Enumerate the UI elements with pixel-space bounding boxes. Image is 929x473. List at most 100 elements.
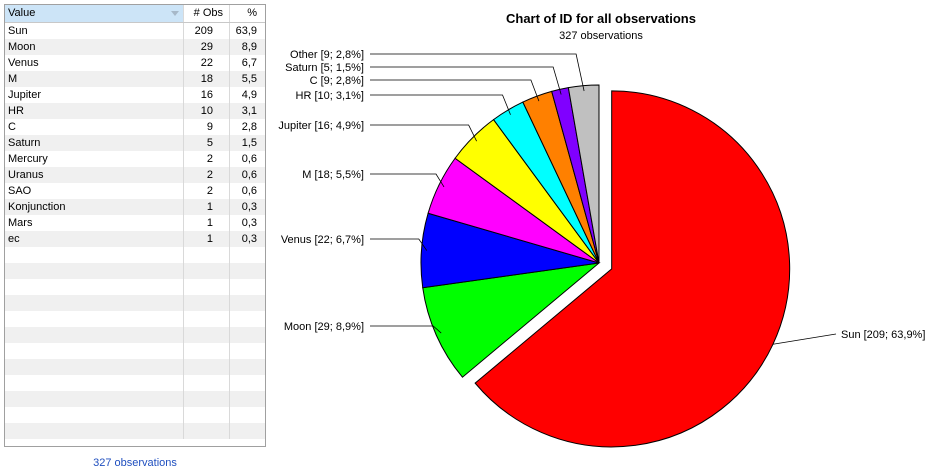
obs-cell: 2 xyxy=(183,183,229,199)
obs-cell: 29 xyxy=(183,39,229,55)
percent-cell: 4,9 xyxy=(229,87,265,103)
table-row[interactable] xyxy=(5,407,265,423)
obs-cell xyxy=(183,407,229,423)
obs-cell xyxy=(183,327,229,343)
value-cell: Sun xyxy=(8,25,28,37)
percent-cell: 63,9 xyxy=(229,23,265,39)
percent-cell: 0,3 xyxy=(229,215,265,231)
table-row[interactable]: Sun 209 63,9 xyxy=(5,23,265,39)
value-cell: Uranus xyxy=(8,169,44,181)
table-row[interactable] xyxy=(5,343,265,359)
table-row[interactable]: ec 1 0,3 xyxy=(5,231,265,247)
leader-line-3 xyxy=(370,173,445,188)
slice-label-8: Other [9; 2,8%] xyxy=(290,49,364,61)
table-row[interactable]: Konjunction 1 0,3 xyxy=(5,199,265,215)
obs-cell: 16 xyxy=(183,87,229,103)
table-row[interactable] xyxy=(5,327,265,343)
table-row[interactable]: Saturn 5 1,5 xyxy=(5,135,265,151)
slice-label-7: Saturn [5; 1,5%] xyxy=(285,62,364,74)
percent-cell: 0,3 xyxy=(229,231,265,247)
obs-cell: 1 xyxy=(183,199,229,215)
slice-label-3: M [18; 5,5%] xyxy=(302,169,364,181)
column-header-value[interactable]: Value xyxy=(5,5,183,22)
obs-cell: 10 xyxy=(183,103,229,119)
pie-slice-8 xyxy=(567,84,600,264)
leader-line-1 xyxy=(370,325,442,334)
table-row[interactable] xyxy=(5,375,265,391)
value-cell: SAO xyxy=(8,185,32,197)
obs-cell: 2 xyxy=(183,167,229,183)
percent-cell xyxy=(229,247,265,263)
value-cell: ec xyxy=(8,233,20,245)
value-cell: Konjunction xyxy=(8,201,66,213)
obs-cell: 1 xyxy=(183,231,229,247)
table-row[interactable]: Moon 29 8,9 xyxy=(5,39,265,55)
percent-cell xyxy=(229,423,265,439)
table-row[interactable]: SAO 2 0,6 xyxy=(5,183,265,199)
obs-cell xyxy=(183,311,229,327)
value-cell: Moon xyxy=(8,41,36,53)
table-row[interactable] xyxy=(5,423,265,439)
column-header-obs[interactable]: # Obs xyxy=(183,5,229,22)
chart-title: Chart of ID for all observations xyxy=(506,11,696,26)
percent-cell: 0,3 xyxy=(229,199,265,215)
slice-label-2: Venus [22; 6,7%] xyxy=(281,234,364,246)
table-row[interactable]: C 9 2,8 xyxy=(5,119,265,135)
percent-cell xyxy=(229,343,265,359)
sort-down-icon[interactable] xyxy=(171,11,179,16)
percent-cell: 2,8 xyxy=(229,119,265,135)
column-header-percent[interactable]: % xyxy=(229,5,265,22)
column-header-value-label: Value xyxy=(8,7,36,19)
table-row[interactable] xyxy=(5,247,265,263)
table-row[interactable]: Uranus 2 0,6 xyxy=(5,167,265,183)
table-row[interactable]: Jupiter 16 4,9 xyxy=(5,87,265,103)
table-row[interactable] xyxy=(5,391,265,407)
table-row[interactable] xyxy=(5,295,265,311)
percent-cell xyxy=(229,375,265,391)
obs-cell xyxy=(183,423,229,439)
frequency-table: Value # Obs % Sun 209 63,9 Moon 29 8,9 Venus 22… xyxy=(4,4,266,447)
obs-cell xyxy=(183,295,229,311)
percent-cell xyxy=(229,407,265,423)
obs-cell xyxy=(183,247,229,263)
percent-cell xyxy=(229,391,265,407)
leader-line-7 xyxy=(370,66,562,95)
table-row[interactable]: Mars 1 0,3 xyxy=(5,215,265,231)
table-row[interactable] xyxy=(5,359,265,375)
percent-cell xyxy=(229,295,265,311)
table-footer-count: 327 observations xyxy=(93,457,177,469)
pie-slice-1 xyxy=(422,262,601,378)
percent-cell: 0,6 xyxy=(229,183,265,199)
slice-label-0: Sun [209; 63,9%] xyxy=(841,329,925,341)
table-row[interactable]: M 18 5,5 xyxy=(5,71,265,87)
slice-label-1: Moon [29; 8,9%] xyxy=(284,321,364,333)
percent-cell: 5,5 xyxy=(229,71,265,87)
obs-cell: 209 xyxy=(183,23,229,39)
table-row[interactable]: Mercury 2 0,6 xyxy=(5,151,265,167)
obs-cell: 18 xyxy=(183,71,229,87)
percent-cell: 0,6 xyxy=(229,151,265,167)
slice-label-6: C [9; 2,8%] xyxy=(310,75,364,87)
leader-line-4 xyxy=(370,124,477,142)
value-cell: Mars xyxy=(8,217,33,229)
value-cell: HR xyxy=(8,105,24,117)
table-row[interactable]: Venus 22 6,7 xyxy=(5,55,265,71)
table-header: Value # Obs % xyxy=(5,5,265,23)
slice-label-5: HR [10; 3,1%] xyxy=(296,90,364,102)
table-row[interactable] xyxy=(5,263,265,279)
value-cell: Mercury xyxy=(8,153,48,165)
obs-cell xyxy=(183,263,229,279)
obs-cell xyxy=(183,279,229,295)
percent-cell: 6,7 xyxy=(229,55,265,71)
table-row[interactable]: HR 10 3,1 xyxy=(5,103,265,119)
obs-cell xyxy=(183,359,229,375)
value-cell: Jupiter xyxy=(8,89,42,101)
table-row[interactable] xyxy=(5,311,265,327)
table-row[interactable] xyxy=(5,279,265,295)
leader-line-0 xyxy=(772,333,837,345)
percent-cell xyxy=(229,327,265,343)
obs-cell: 2 xyxy=(183,151,229,167)
percent-cell: 1,5 xyxy=(229,135,265,151)
value-cell: C xyxy=(8,121,16,133)
